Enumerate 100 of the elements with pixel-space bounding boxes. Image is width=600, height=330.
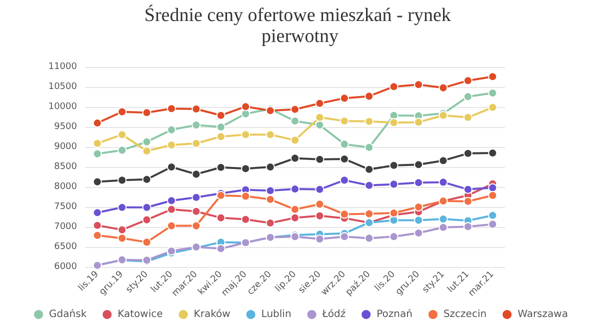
point [364, 164, 374, 174]
legend-label: Szczecin [443, 309, 487, 320]
point [389, 160, 398, 170]
point [364, 180, 374, 190]
point [166, 125, 176, 134]
point [241, 164, 250, 174]
point [241, 102, 250, 112]
point [463, 222, 472, 232]
point [364, 116, 374, 126]
point [192, 206, 201, 216]
point [92, 208, 102, 218]
point [290, 136, 300, 145]
point [364, 92, 374, 101]
point [92, 230, 102, 240]
point [142, 174, 152, 184]
point [488, 102, 498, 112]
point [414, 178, 424, 188]
legend-label: Łódź [321, 308, 346, 320]
point [340, 210, 349, 219]
point [438, 156, 448, 166]
point [488, 72, 498, 82]
legend-label: Warszawa [518, 309, 568, 320]
point [266, 130, 275, 140]
point [315, 184, 324, 194]
point [166, 104, 176, 114]
point [118, 176, 127, 185]
point [315, 211, 324, 220]
point [142, 137, 152, 146]
point [340, 176, 349, 185]
point [142, 215, 152, 224]
point [463, 92, 472, 102]
point [142, 202, 152, 212]
point [488, 190, 498, 200]
point [192, 192, 201, 202]
point [340, 232, 349, 242]
point [192, 170, 201, 179]
point [166, 221, 176, 230]
y-tick-label: 8000 [54, 182, 78, 192]
point [290, 213, 300, 222]
point [192, 221, 201, 230]
legend-label: Katowice [118, 309, 163, 320]
point [438, 83, 448, 92]
point [315, 234, 324, 244]
point [488, 220, 498, 229]
point [364, 209, 374, 218]
y-tick-label: 7000 [54, 222, 78, 232]
y-tick-label: 6500 [54, 242, 78, 252]
point [414, 202, 424, 212]
point [216, 244, 226, 254]
point [266, 162, 275, 172]
point [290, 104, 300, 114]
point [488, 210, 498, 220]
point [166, 204, 176, 214]
point [266, 218, 275, 228]
point [315, 120, 324, 130]
point [463, 76, 472, 86]
point [92, 118, 102, 128]
point [92, 220, 102, 230]
point [438, 178, 448, 187]
legend-label: Poznań [376, 308, 412, 320]
point [438, 214, 448, 224]
point [463, 184, 472, 194]
point [290, 154, 300, 163]
point [389, 110, 398, 120]
point [340, 140, 349, 149]
point [142, 146, 152, 156]
point [389, 82, 398, 92]
point [166, 140, 176, 150]
point [166, 196, 176, 206]
point [118, 225, 127, 234]
point [118, 202, 127, 212]
point [389, 232, 398, 242]
point [340, 94, 349, 103]
y-tick-label: 7500 [54, 202, 78, 212]
point [290, 184, 300, 194]
point [315, 112, 324, 122]
point [241, 192, 250, 201]
point [488, 88, 498, 98]
point [389, 118, 398, 128]
point [92, 177, 102, 186]
point [216, 110, 226, 120]
point [463, 112, 472, 122]
point [463, 196, 472, 206]
point [315, 98, 324, 108]
point [192, 104, 201, 114]
chart-title: Średnie ceny ofertowe mieszkań - rynek pierwotny [144, 4, 456, 47]
point [315, 200, 324, 209]
point [118, 107, 127, 116]
y-tick-label: 6000 [54, 262, 78, 272]
y-tick-label: 10500 [48, 82, 78, 92]
point [216, 162, 226, 172]
point [389, 180, 398, 189]
point [118, 234, 127, 243]
point [414, 160, 424, 170]
legend-label: Lublin [261, 309, 292, 320]
point [340, 154, 349, 164]
point [414, 216, 424, 225]
y-tick-label: 9500 [54, 122, 78, 132]
point [266, 186, 275, 196]
point [241, 130, 250, 140]
